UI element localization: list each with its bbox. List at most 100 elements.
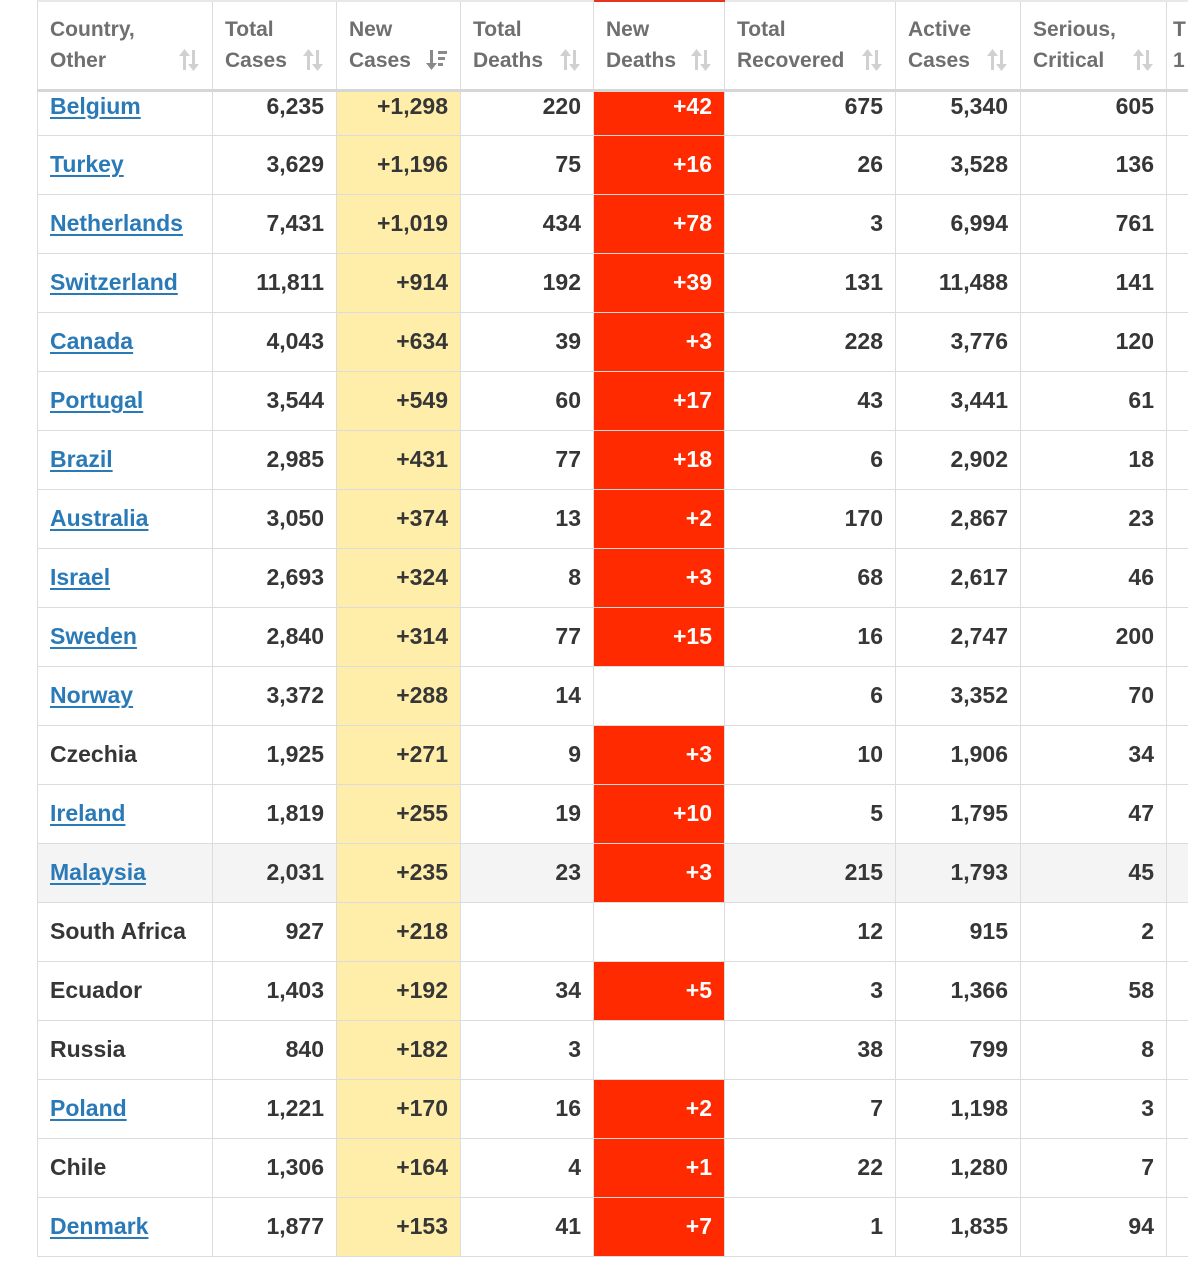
partial-column-cell: [1166, 960, 1188, 1021]
header-line: 1: [1173, 49, 1185, 73]
active-cases-cell: 915: [895, 901, 1021, 962]
column-header-active-cases[interactable]: Active Cases: [895, 0, 1021, 92]
table-row: South Africa 927 +218 12 915 2: [37, 901, 1188, 962]
header-line: Total: [225, 18, 274, 42]
sort-icon[interactable]: [302, 47, 324, 73]
country-link[interactable]: Ireland: [50, 800, 126, 826]
active-cases-cell: 3,528: [895, 134, 1021, 195]
total-recovered-cell: 6: [724, 665, 896, 726]
total-recovered-cell: 6: [724, 429, 896, 490]
country-link[interactable]: Norway: [50, 682, 134, 708]
serious-critical-cell: 120: [1020, 311, 1167, 372]
header-line: Critical: [1033, 49, 1105, 73]
column-header-total-recovered[interactable]: Total Recovered: [724, 0, 896, 92]
table-row: Switzerland 11,811 +914 192 +39 131 11,488 141: [37, 252, 1188, 313]
active-cases-cell: 6,994: [895, 193, 1021, 254]
total-deaths-cell: 434: [460, 193, 594, 254]
column-header-country[interactable]: Country, Other: [37, 0, 213, 92]
new-cases-cell: +164: [336, 1137, 461, 1198]
serious-critical-cell: 70: [1020, 665, 1167, 726]
total-cases-cell: 1,925: [212, 724, 337, 785]
active-cases-cell: 1,366: [895, 960, 1021, 1021]
total-recovered-cell: 10: [724, 724, 896, 785]
column-header-partial[interactable]: T 1: [1166, 0, 1188, 92]
total-recovered-cell: 43: [724, 370, 896, 431]
country-link[interactable]: Poland: [50, 1095, 127, 1121]
country-link[interactable]: Malaysia: [50, 859, 146, 885]
serious-critical-cell: 34: [1020, 724, 1167, 785]
country-link[interactable]: Turkey: [50, 151, 124, 177]
sort-icon[interactable]: [559, 47, 581, 73]
sort-descending-icon[interactable]: [426, 47, 448, 73]
table-row: Belgium 6,235 +1,298 220 +42 675 5,340 605: [37, 89, 1188, 136]
country-link[interactable]: Australia: [50, 505, 149, 531]
column-header-total-deaths[interactable]: Total Deaths: [460, 0, 594, 92]
total-recovered-cell: 68: [724, 547, 896, 608]
total-cases-cell: 3,372: [212, 665, 337, 726]
total-deaths-cell: 19: [460, 783, 594, 844]
total-deaths-cell: 16: [460, 1078, 594, 1139]
country-link[interactable]: Switzerland: [50, 269, 178, 295]
total-deaths-cell: 192: [460, 252, 594, 313]
country-cell: Chile: [37, 1137, 213, 1198]
new-cases-cell: +1,298: [336, 89, 461, 136]
new-cases-cell: +374: [336, 488, 461, 549]
country-link[interactable]: Sweden: [50, 623, 137, 649]
serious-critical-cell: 7: [1020, 1137, 1167, 1198]
serious-critical-cell: 58: [1020, 960, 1167, 1021]
new-cases-cell: +153: [336, 1196, 461, 1257]
total-recovered-cell: 38: [724, 1019, 896, 1080]
total-recovered-cell: 1: [724, 1196, 896, 1257]
country-cell: Israel: [37, 547, 213, 608]
sort-icon[interactable]: [690, 47, 712, 73]
partial-column-cell: [1166, 1137, 1188, 1198]
country-cell: South Africa: [37, 901, 213, 962]
total-cases-cell: 6,235: [212, 89, 337, 136]
serious-critical-cell: 141: [1020, 252, 1167, 313]
partial-column-cell: [1166, 89, 1188, 136]
total-deaths-cell: 60: [460, 370, 594, 431]
column-header-new-cases[interactable]: New Cases: [336, 0, 461, 92]
country-link[interactable]: Netherlands: [50, 210, 183, 236]
partial-column-cell: [1166, 311, 1188, 372]
header-line: Total: [473, 18, 522, 42]
column-header-new-deaths[interactable]: New Deaths: [593, 0, 725, 92]
country-link[interactable]: Canada: [50, 328, 134, 354]
country-link[interactable]: Portugal: [50, 387, 144, 413]
country-link[interactable]: Denmark: [50, 1213, 149, 1239]
header-line: Cases: [908, 49, 970, 73]
column-header-serious-critical[interactable]: Serious, Critical: [1020, 0, 1167, 92]
new-cases-cell: +324: [336, 547, 461, 608]
country-cell: Denmark: [37, 1196, 213, 1257]
new-cases-cell: +288: [336, 665, 461, 726]
new-cases-cell: +192: [336, 960, 461, 1021]
sort-icon[interactable]: [861, 47, 883, 73]
new-deaths-cell: +78: [593, 193, 725, 254]
sort-icon[interactable]: [178, 47, 200, 73]
table-body: Belgium 6,235 +1,298 220 +42 675 5,340 605 Turke…: [37, 89, 1188, 1257]
new-deaths-cell: +15: [593, 606, 725, 667]
new-deaths-cell: +10: [593, 783, 725, 844]
total-deaths-cell: 9: [460, 724, 594, 785]
new-deaths-cell: +1: [593, 1137, 725, 1198]
table-row: Chile 1,306 +164 4 +1 22 1,280 7: [37, 1137, 1188, 1198]
column-header-total-cases[interactable]: Total Cases: [212, 0, 337, 92]
total-deaths-cell: 4: [460, 1137, 594, 1198]
country-link[interactable]: Israel: [50, 564, 111, 590]
partial-column-cell: [1166, 724, 1188, 785]
country-link[interactable]: Belgium: [50, 92, 141, 119]
country-link[interactable]: Brazil: [50, 446, 113, 472]
new-cases-cell: +314: [336, 606, 461, 667]
sort-icon[interactable]: [986, 47, 1008, 73]
country-cell: Russia: [37, 1019, 213, 1080]
serious-critical-cell: 8: [1020, 1019, 1167, 1080]
table-row: Denmark 1,877 +153 41 +7 1 1,835 94: [37, 1196, 1188, 1257]
country-cell: Sweden: [37, 606, 213, 667]
header-line: Deaths: [473, 49, 544, 73]
total-cases-cell: 3,050: [212, 488, 337, 549]
sort-icon[interactable]: [1132, 47, 1154, 73]
country-name: Chile: [50, 1154, 107, 1180]
total-recovered-cell: 228: [724, 311, 896, 372]
total-recovered-cell: 12: [724, 901, 896, 962]
new-deaths-cell: +3: [593, 311, 725, 372]
